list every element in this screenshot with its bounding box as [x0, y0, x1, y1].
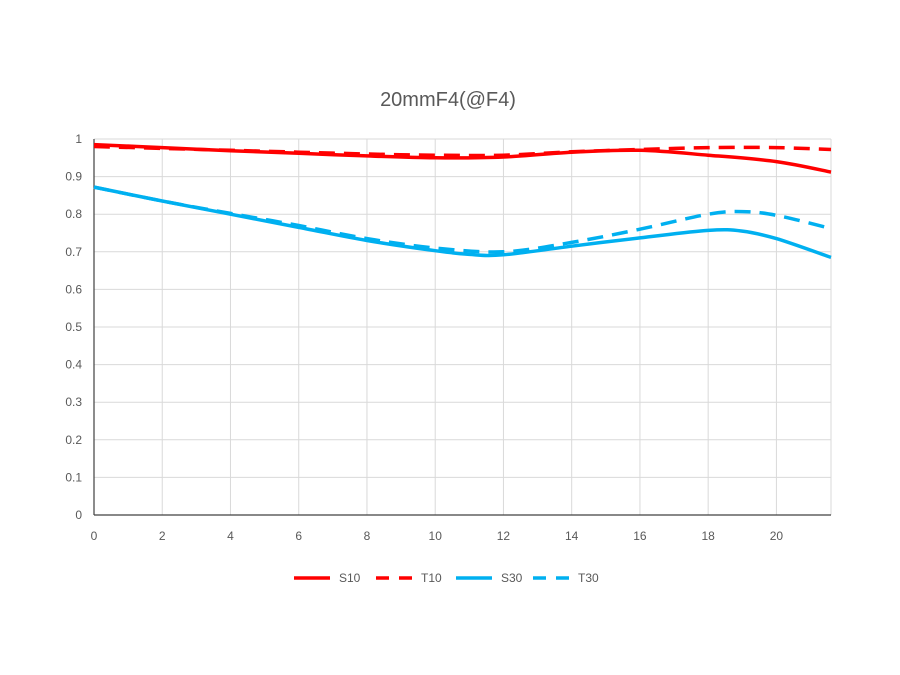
y-tick-label: 0.5: [65, 320, 82, 334]
legend-label-t10: T10: [421, 571, 442, 585]
legend-label-t30: T30: [578, 571, 599, 585]
series-line-t10: [93, 144, 832, 158]
x-tick-label: 14: [565, 529, 579, 543]
y-tick-label: 0.3: [65, 395, 82, 409]
x-tick-label: 16: [633, 529, 647, 543]
axes: 0 2 4 6 8 10 12 14 16 18 20 0 0.1 0.2 0.3 0.4 0.5 0.6 0.7 0…: [65, 132, 831, 543]
legend: S10 T10 S30 T30: [294, 571, 599, 585]
legend-label-s30: S30: [501, 571, 523, 585]
x-tick-label: 8: [364, 529, 371, 543]
grid: [93, 138, 832, 516]
y-tick-label: 0.4: [65, 358, 82, 372]
y-tick-label: 0.6: [65, 282, 82, 296]
x-tick-label: 18: [701, 529, 715, 543]
y-tick-label: 0.7: [65, 245, 82, 259]
series-line-t30: [93, 185, 832, 254]
y-tick-label: 1: [75, 132, 82, 146]
y-tick-label: 0.2: [65, 433, 82, 447]
y-tick-label: 0: [75, 508, 82, 522]
x-tick-label: 2: [159, 529, 166, 543]
series-lines: [93, 142, 832, 260]
x-tick-label: 4: [227, 529, 234, 543]
x-tick-label: 10: [429, 529, 443, 543]
y-tick-label: 0.1: [65, 470, 82, 484]
x-tick-label: 6: [295, 529, 302, 543]
x-tick-label: 12: [497, 529, 511, 543]
chart-title: 20mmF4(@F4): [380, 89, 516, 111]
legend-label-s10: S10: [339, 571, 361, 585]
x-tick-label: 20: [770, 529, 784, 543]
y-tick-label: 0.9: [65, 170, 82, 184]
y-tick-label: 0.8: [65, 207, 82, 221]
x-tick-label: 0: [91, 529, 98, 543]
series-line-s30: [93, 185, 832, 260]
